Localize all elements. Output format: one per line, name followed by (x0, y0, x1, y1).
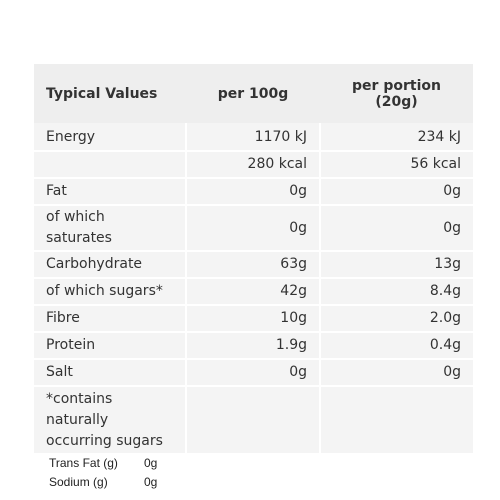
table-row: 280 kcal 56 kcal (34, 151, 473, 179)
row-label: Protein (34, 332, 186, 360)
table-header-row: Typical Values per 100g per portion (20g… (34, 64, 473, 123)
table-row: of which sugars* 42g 8.4g (34, 278, 473, 306)
row-label: of which saturates (34, 205, 186, 252)
row-per100-value: 10g (185, 305, 321, 333)
row-portion-value: 0.4g (320, 332, 473, 360)
row-portion-value: 8.4g (320, 278, 473, 306)
table-row: Protein 1.9g 0.4g (34, 332, 473, 360)
table-row: Energy 1170 kJ 234 kJ (34, 123, 473, 152)
nutrient-value: 0g (144, 455, 158, 470)
nutrient-label: Trans Fat (g) (49, 455, 118, 470)
row-portion-value: 2.0g (320, 305, 473, 333)
row-portion-value (320, 386, 473, 455)
footnote-label: *contains naturally occurring sugars (34, 386, 186, 455)
row-label: Fat (34, 178, 186, 206)
row-label: Carbohydrate (34, 251, 186, 279)
row-portion-value: 0g (320, 205, 473, 252)
row-portion-value: 0g (320, 359, 473, 387)
nutrient-label: Sodium (g) (49, 474, 108, 489)
table-row: of which saturates 0g 0g (34, 205, 473, 252)
header-typical-values: Typical Values (34, 64, 186, 123)
header-per-100g: per 100g (186, 64, 320, 123)
table-row: Salt 0g 0g (34, 359, 473, 387)
row-per100-value: 280 kcal (185, 151, 321, 179)
nutrition-table: Typical Values per 100g per portion (20g… (34, 64, 473, 455)
row-portion-value: 56 kcal (320, 151, 473, 179)
header-per-portion: per portion (20g) (320, 64, 473, 123)
row-portion-value: 0g (320, 178, 473, 206)
row-label: Fibre (34, 305, 186, 333)
table-row: Fat 0g 0g (34, 178, 473, 206)
row-per100-value: 63g (185, 251, 321, 279)
additional-nutrients: Trans Fat (g) 0g Sodium (g) 0g (49, 453, 174, 491)
table-row-footnote: *contains naturally occurring sugars (34, 386, 473, 455)
table-row: Carbohydrate 63g 13g (34, 251, 473, 279)
row-per100-value (185, 386, 321, 455)
row-portion-value: 234 kJ (320, 123, 473, 152)
row-label: of which sugars* (34, 278, 186, 306)
list-item: Trans Fat (g) 0g (49, 453, 174, 472)
row-per100-value: 0g (185, 359, 321, 387)
row-per100-value: 1170 kJ (185, 123, 321, 152)
row-per100-value: 0g (185, 205, 321, 252)
row-per100-value: 0g (185, 178, 321, 206)
row-per100-value: 1.9g (185, 332, 321, 360)
row-label: Salt (34, 359, 186, 387)
row-portion-value: 13g (320, 251, 473, 279)
nutrient-value: 0g (144, 474, 158, 489)
list-item: Sodium (g) 0g (49, 472, 174, 491)
table-row: Fibre 10g 2.0g (34, 305, 473, 333)
row-label (34, 151, 186, 179)
row-per100-value: 42g (185, 278, 321, 306)
row-label: Energy (34, 123, 186, 152)
